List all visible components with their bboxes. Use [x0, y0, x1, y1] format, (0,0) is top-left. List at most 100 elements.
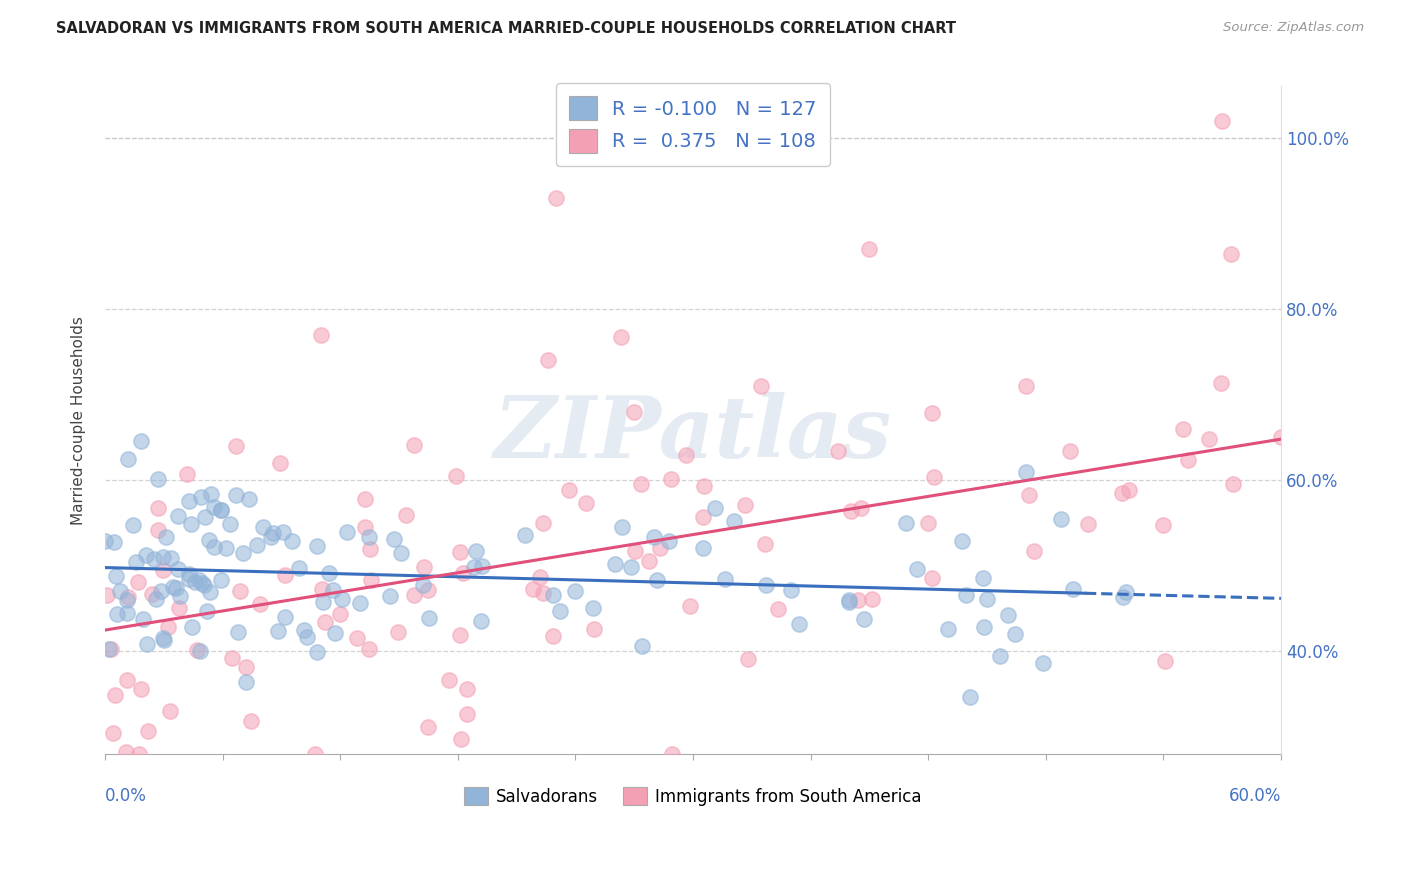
Point: [1022, 544, 1045, 558]
Point: [105, 607, 128, 621]
Point: [125, 555, 148, 569]
Point: [167, 509, 190, 524]
Point: [1270, 430, 1292, 444]
Point: [917, 516, 939, 530]
Point: [152, 631, 174, 645]
Text: 60.0%: 60.0%: [1229, 787, 1281, 805]
Point: [209, 503, 232, 517]
Point: [354, 520, 377, 534]
Point: [624, 544, 647, 558]
Point: [531, 586, 554, 600]
Point: [1211, 376, 1233, 390]
Point: [129, 434, 152, 448]
Point: [766, 601, 789, 615]
Point: [643, 530, 665, 544]
Point: [1050, 512, 1073, 526]
Point: [838, 595, 860, 609]
Point: [117, 452, 139, 467]
Point: [287, 561, 309, 575]
Point: [1111, 486, 1133, 500]
Point: [1198, 432, 1220, 446]
Point: [418, 720, 440, 734]
Point: [976, 592, 998, 607]
Point: [218, 517, 240, 532]
Point: [177, 572, 200, 586]
Point: [779, 582, 801, 597]
Point: [1077, 516, 1099, 531]
Point: [143, 551, 166, 566]
Point: [176, 467, 198, 481]
Point: [1059, 444, 1081, 458]
Point: [177, 493, 200, 508]
Point: [311, 595, 333, 609]
Point: [1219, 247, 1241, 261]
Point: [418, 583, 440, 598]
Point: [749, 379, 772, 393]
Point: [754, 537, 776, 551]
Point: [115, 593, 138, 607]
Point: [544, 191, 567, 205]
Point: [235, 674, 257, 689]
Point: [307, 644, 329, 658]
Point: [177, 567, 200, 582]
Point: [209, 573, 232, 587]
Point: [169, 600, 191, 615]
Point: [184, 575, 207, 590]
Point: [437, 673, 460, 688]
Point: [211, 503, 233, 517]
Point: [412, 578, 434, 592]
Point: [456, 706, 478, 721]
Point: [658, 533, 681, 548]
Point: [645, 574, 668, 588]
Point: [166, 562, 188, 576]
Point: [1152, 517, 1174, 532]
Point: [117, 673, 139, 688]
Point: [714, 573, 737, 587]
Point: [1211, 113, 1233, 128]
Point: [839, 504, 862, 518]
Text: Source: ZipAtlas.com: Source: ZipAtlas.com: [1223, 21, 1364, 35]
Point: [541, 629, 564, 643]
Point: [104, 569, 127, 583]
Point: [513, 528, 536, 542]
Point: [225, 439, 247, 453]
Point: [413, 560, 436, 574]
Point: [703, 500, 725, 515]
Point: [359, 642, 381, 657]
Point: [1018, 488, 1040, 502]
Point: [141, 586, 163, 600]
Point: [1118, 483, 1140, 497]
Point: [129, 681, 152, 696]
Legend: Salvadorans, Immigrants from South America: Salvadorans, Immigrants from South Ameri…: [458, 780, 928, 813]
Point: [380, 589, 402, 603]
Point: [103, 534, 125, 549]
Point: [228, 584, 250, 599]
Point: [1222, 476, 1244, 491]
Point: [456, 682, 478, 697]
Point: [558, 483, 581, 498]
Point: [609, 330, 631, 344]
Point: [322, 583, 344, 598]
Point: [988, 648, 1011, 663]
Point: [180, 516, 202, 531]
Point: [531, 516, 554, 530]
Point: [678, 599, 700, 614]
Point: [894, 516, 917, 530]
Point: [249, 597, 271, 611]
Point: [610, 519, 633, 533]
Point: [661, 472, 683, 486]
Point: [637, 554, 659, 568]
Point: [267, 624, 290, 639]
Point: [238, 492, 260, 507]
Point: [152, 549, 174, 564]
Point: [389, 546, 412, 560]
Point: [101, 726, 124, 740]
Point: [1062, 582, 1084, 596]
Point: [329, 607, 352, 621]
Point: [924, 470, 946, 484]
Point: [444, 468, 467, 483]
Point: [330, 591, 353, 606]
Point: [165, 581, 187, 595]
Point: [336, 525, 359, 540]
Point: [734, 498, 756, 512]
